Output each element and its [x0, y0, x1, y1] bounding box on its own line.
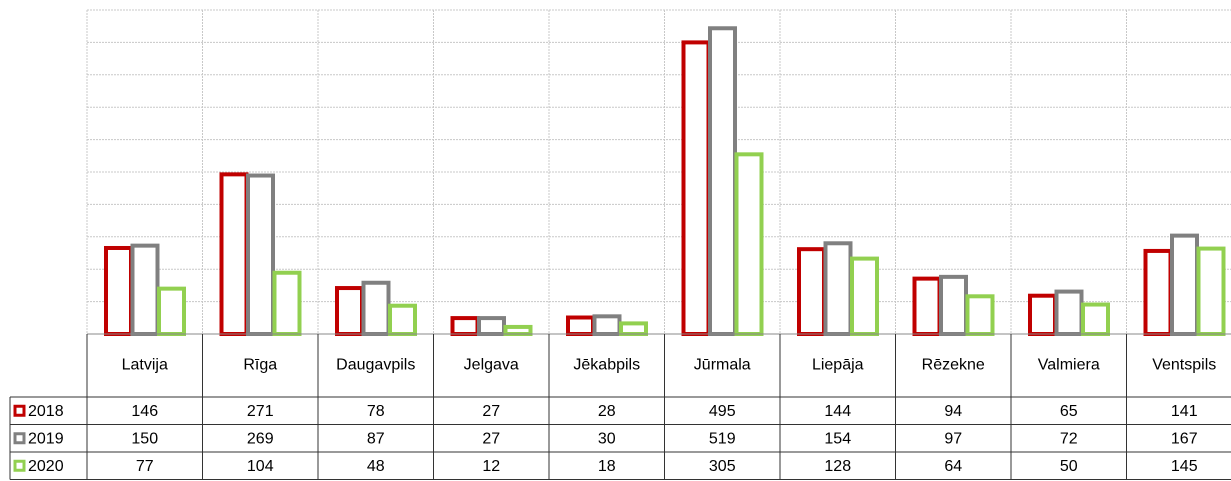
table-value: 48 [367, 458, 385, 475]
bar [104, 245, 133, 336]
table-value: 50 [1060, 458, 1078, 475]
table-value: 97 [944, 430, 962, 447]
table-value: 495 [709, 403, 736, 420]
bar [503, 324, 533, 336]
table-value: 18 [598, 458, 616, 475]
table-value: 144 [824, 403, 851, 420]
table-value: 30 [598, 430, 616, 447]
bar [1170, 233, 1199, 336]
category-label: Rīga [243, 357, 277, 374]
table-value: 145 [1171, 458, 1198, 475]
bar [130, 243, 160, 337]
table-value: 128 [824, 458, 851, 475]
bar [592, 314, 622, 336]
table-value: 72 [1060, 430, 1078, 447]
bar [823, 241, 853, 336]
legend-key [13, 432, 26, 445]
bar [157, 286, 186, 337]
table-value: 141 [1171, 403, 1198, 420]
table-value: 519 [709, 430, 736, 447]
category-label: Jelgava [464, 357, 519, 374]
bar [912, 276, 942, 337]
bar [219, 172, 249, 336]
bar [1143, 248, 1173, 337]
table-value: 64 [944, 458, 962, 475]
table-value: 305 [709, 458, 736, 475]
table-value: 87 [367, 430, 385, 447]
bar [272, 270, 302, 337]
legend-key [13, 404, 26, 417]
bar [361, 280, 391, 336]
bar [388, 303, 417, 336]
table-value: 146 [131, 403, 158, 420]
category-label: Liepāja [812, 357, 864, 374]
bar [335, 286, 364, 336]
bar [477, 316, 506, 336]
bar [797, 247, 826, 337]
bar [566, 315, 595, 337]
table-value: 154 [824, 430, 851, 447]
category-label: Valmiera [1038, 357, 1100, 374]
table-value: 94 [944, 403, 962, 420]
category-label: Jēkabpils [573, 357, 640, 374]
category-label: Jūrmala [694, 357, 751, 374]
bar [619, 321, 648, 336]
table-value: 27 [482, 430, 500, 447]
bar [1081, 302, 1110, 336]
category-label: Daugavpils [336, 357, 415, 374]
category-label: Ventspils [1152, 357, 1216, 374]
bar [1028, 293, 1057, 336]
table-value: 78 [367, 403, 385, 420]
table-value: 28 [598, 403, 616, 420]
table-value: 150 [131, 430, 158, 447]
table-value: 104 [247, 458, 274, 475]
legend-label: 2019 [28, 430, 64, 447]
legend-key [13, 459, 26, 472]
bar [681, 40, 711, 337]
category-label: Rēzekne [922, 357, 985, 374]
table-value: 77 [136, 458, 154, 475]
legend-label: 2020 [28, 458, 64, 475]
table-value: 27 [482, 403, 500, 420]
bar [1196, 246, 1226, 336]
bar [246, 173, 275, 336]
bar [450, 316, 480, 336]
bar [734, 152, 764, 336]
table-value: 12 [482, 458, 500, 475]
bar [708, 26, 737, 337]
bar [939, 274, 968, 337]
table-value: 269 [247, 430, 274, 447]
bar [1054, 289, 1084, 336]
table-value: 167 [1171, 430, 1198, 447]
bar [850, 256, 879, 337]
category-label: Latvija [122, 357, 168, 374]
legend-label: 2018 [28, 403, 64, 420]
table-value: 65 [1060, 403, 1078, 420]
table-value: 271 [247, 403, 274, 420]
bar [965, 294, 995, 337]
